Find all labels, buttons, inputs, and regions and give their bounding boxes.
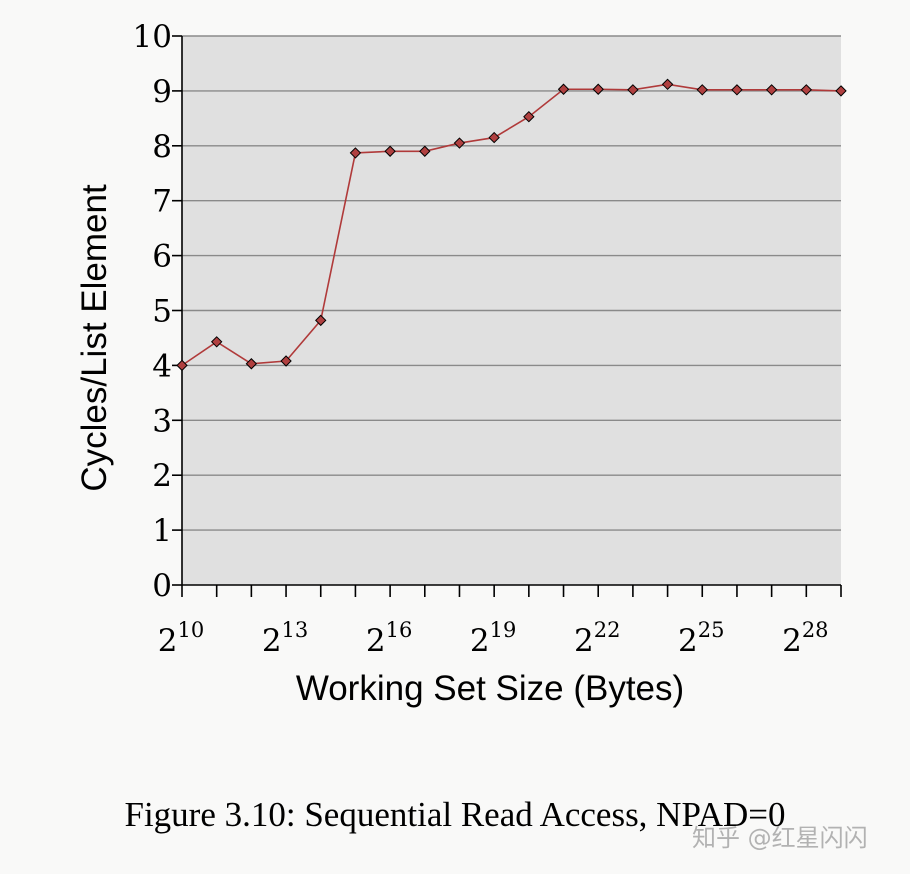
grid-lines	[182, 35, 841, 531]
x-tick-label: 216	[366, 618, 412, 659]
y-tick-label: 5	[152, 294, 172, 330]
data-series	[176, 78, 847, 372]
data-point	[835, 85, 847, 97]
y-tick-label: 7	[152, 184, 172, 220]
data-point	[245, 358, 258, 370]
data-point	[557, 83, 570, 95]
y-tick-label: 3	[152, 403, 172, 439]
data-point	[523, 110, 535, 123]
data-point	[315, 314, 327, 327]
data-point	[800, 84, 813, 96]
x-tick-label: 219	[470, 618, 516, 659]
data-point	[453, 137, 466, 149]
x-tick-label: 222	[574, 618, 620, 659]
data-point	[661, 78, 674, 91]
y-tick-label: 6	[152, 239, 172, 275]
watermark: 知乎 @红星闪闪	[692, 824, 868, 852]
data-point	[349, 147, 362, 159]
y-tick-label: 10	[133, 19, 172, 55]
data-point	[488, 131, 500, 144]
x-tick-label: 210	[158, 618, 204, 659]
y-tick-label: 2	[152, 458, 172, 494]
data-point	[627, 84, 639, 96]
data-point	[384, 145, 396, 157]
y-tick-labels: 0 1 2 3 4 5 6 7 8 9 10	[133, 19, 172, 604]
data-point	[696, 84, 708, 96]
y-tick-label: 4	[152, 348, 172, 384]
data-point	[210, 336, 223, 348]
data-point	[176, 359, 188, 372]
x-tick-label: 228	[782, 618, 828, 659]
figure-caption: Figure 3.10: Sequential Read Access, NPA…	[124, 795, 786, 834]
data-point	[765, 84, 778, 96]
axes	[172, 35, 842, 597]
x-tick-labels: 210 213 216 219 222 225 228	[158, 618, 829, 659]
y-axis-label: Cycles/List Element	[75, 184, 114, 492]
x-axis-label: Working Set Size (Bytes)	[296, 669, 684, 708]
data-point	[592, 83, 604, 95]
y-tick-label: 9	[152, 74, 172, 110]
data-point	[731, 84, 743, 96]
data-point	[280, 355, 292, 367]
y-tick-label: 8	[152, 129, 172, 165]
y-tick-label: 1	[152, 513, 172, 549]
y-tick-label: 0	[152, 568, 172, 604]
x-tick-label: 225	[678, 618, 724, 659]
series-line	[181, 83, 842, 367]
x-tick-label: 213	[262, 618, 308, 659]
chart: 0 1 2 3 4 5 6 7 8 9 10 210 213 216 219 222 225 228 Worki…	[75, 19, 847, 708]
data-point	[419, 145, 431, 157]
